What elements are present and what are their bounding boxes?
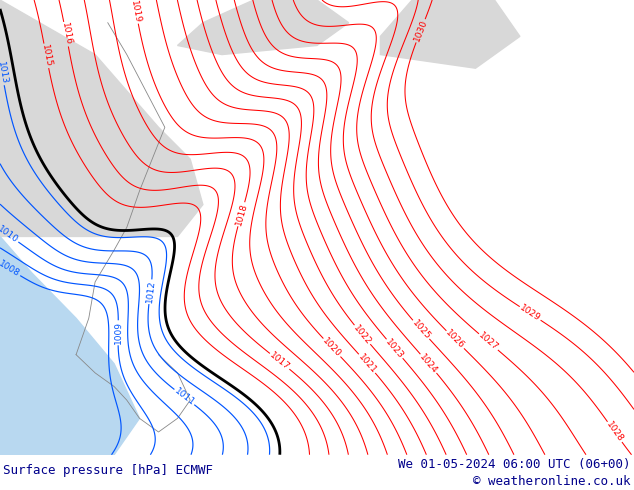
Text: Surface pressure [hPa] ECMWF: Surface pressure [hPa] ECMWF [3, 464, 213, 477]
Text: 1015: 1015 [40, 44, 53, 68]
Text: 1009: 1009 [113, 321, 123, 344]
Text: 1027: 1027 [477, 331, 500, 353]
Text: 1008: 1008 [0, 259, 22, 279]
Text: 1016: 1016 [60, 22, 73, 47]
Text: 1025: 1025 [410, 318, 432, 341]
Text: 1013: 1013 [0, 61, 8, 85]
Text: 1019: 1019 [129, 0, 143, 24]
Polygon shape [178, 0, 349, 54]
Polygon shape [380, 0, 520, 68]
Text: 1018: 1018 [234, 202, 249, 226]
Text: 1021: 1021 [356, 352, 378, 375]
Text: 1026: 1026 [444, 328, 467, 351]
Text: 1022: 1022 [351, 323, 373, 346]
Text: 1010: 1010 [0, 224, 20, 245]
Polygon shape [0, 237, 139, 455]
Text: 1011: 1011 [172, 387, 196, 408]
Text: 1024: 1024 [418, 352, 439, 375]
Polygon shape [0, 0, 203, 237]
Text: © weatheronline.co.uk: © weatheronline.co.uk [474, 475, 631, 488]
Text: 1029: 1029 [518, 303, 542, 323]
Text: We 01-05-2024 06:00 UTC (06+00): We 01-05-2024 06:00 UTC (06+00) [398, 458, 631, 471]
Text: 1028: 1028 [604, 420, 625, 444]
Text: 1012: 1012 [145, 280, 156, 304]
Text: 1030: 1030 [412, 19, 429, 43]
Text: 1023: 1023 [384, 337, 405, 360]
Text: 1017: 1017 [268, 350, 292, 372]
Text: 1020: 1020 [321, 336, 343, 359]
